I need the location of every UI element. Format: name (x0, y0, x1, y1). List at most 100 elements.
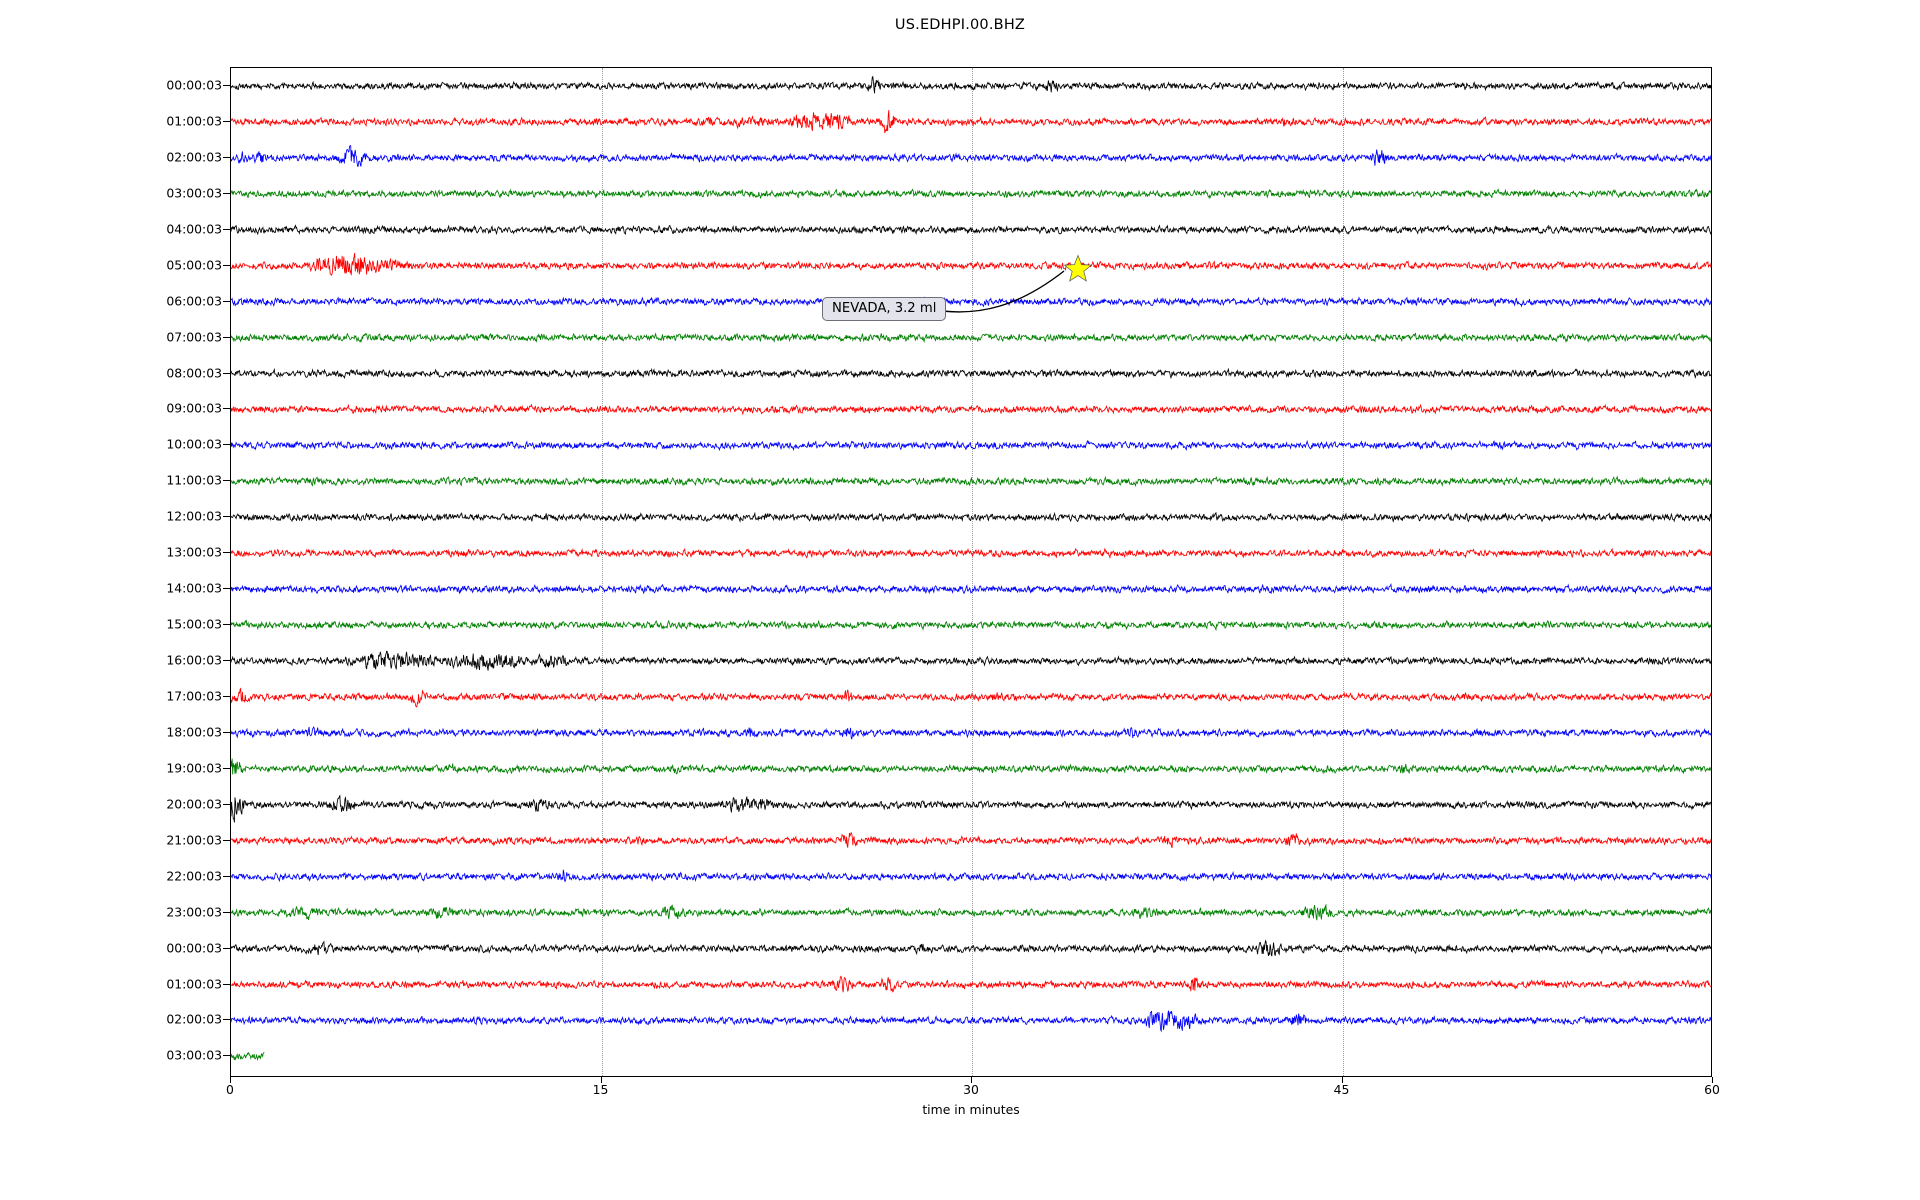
trace-20 (231, 794, 1711, 823)
trace-12 (231, 511, 1711, 523)
trace-23 (231, 903, 1711, 921)
y-tick-label: 11:00:03 (166, 472, 222, 488)
trace-13 (231, 547, 1711, 560)
x-tick-label: 60 (1704, 1082, 1720, 1097)
y-tick-mark (223, 624, 230, 626)
y-tick-label: 02:00:03 (166, 149, 222, 165)
y-tick-mark (223, 983, 230, 985)
y-tick-mark (223, 947, 230, 949)
trace-22 (231, 869, 1711, 883)
y-tick-label: 09:00:03 (166, 400, 222, 416)
trace-15 (231, 619, 1711, 632)
y-tick-mark (223, 264, 230, 266)
trace-3 (231, 188, 1711, 200)
y-tick-label: 01:00:03 (166, 113, 222, 129)
y-tick-label: 16:00:03 (166, 652, 222, 668)
y-tick-label: 02:00:03 (166, 1011, 222, 1027)
event-annotation-label[interactable]: NEVADA, 3.2 ml (822, 297, 947, 322)
trace-5 (231, 252, 1711, 277)
y-tick-label: 07:00:03 (166, 329, 222, 345)
trace-8 (231, 367, 1711, 380)
trace-26 (231, 1010, 1711, 1033)
y-tick-label: 22:00:03 (166, 868, 222, 884)
trace-7 (231, 332, 1711, 344)
trace-2 (231, 145, 1711, 167)
y-tick-mark (223, 480, 230, 482)
y-tick-label: 04:00:03 (166, 221, 222, 237)
x-tick-label: 15 (592, 1082, 609, 1097)
y-tick-label: 20:00:03 (166, 796, 222, 812)
y-tick-mark (223, 731, 230, 733)
trace-16 (231, 650, 1711, 671)
x-tick-mark (230, 1077, 231, 1083)
x-tick-label: 30 (963, 1082, 979, 1097)
x-tick-mark (600, 1077, 602, 1083)
y-tick-mark (223, 228, 230, 230)
x-axis-label: time in minutes (922, 1102, 1020, 1117)
trace-27 (231, 1051, 265, 1061)
trace-1 (231, 110, 1711, 134)
trace-21 (231, 831, 1711, 849)
y-tick-label: 23:00:03 (166, 904, 222, 920)
y-tick-label: 00:00:03 (166, 77, 222, 93)
y-tick-label: 06:00:03 (166, 293, 222, 309)
x-tick-mark (1341, 1077, 1343, 1083)
trace-6 (231, 296, 1711, 308)
y-tick-label: 18:00:03 (166, 724, 222, 740)
y-tick-mark (223, 1019, 230, 1021)
y-tick-label: 03:00:03 (166, 1047, 222, 1063)
y-tick-label: 14:00:03 (166, 580, 222, 596)
y-tick-mark (223, 516, 230, 518)
y-tick-mark (223, 803, 230, 805)
y-tick-label: 17:00:03 (166, 688, 222, 704)
plot-area (230, 67, 1712, 1077)
y-tick-label: 01:00:03 (166, 976, 222, 992)
y-tick-mark (223, 660, 230, 662)
trace-11 (231, 475, 1711, 487)
x-tick-mark (1712, 1077, 1713, 1083)
trace-10 (231, 439, 1711, 452)
y-tick-label: 15:00:03 (166, 616, 222, 632)
y-tick-label: 12:00:03 (166, 508, 222, 524)
y-tick-mark (223, 408, 230, 410)
y-tick-mark (223, 444, 230, 446)
seismic-traces (231, 75, 1711, 1061)
y-tick-mark (223, 767, 230, 769)
trace-17 (231, 687, 1711, 708)
y-tick-label: 08:00:03 (166, 365, 222, 381)
y-tick-label: 10:00:03 (166, 436, 222, 452)
trace-9 (231, 403, 1711, 416)
y-tick-mark (223, 120, 230, 122)
y-tick-mark (223, 696, 230, 697)
x-tick-label: 45 (1333, 1082, 1350, 1097)
trace-4 (231, 224, 1711, 236)
y-tick-mark (223, 875, 230, 877)
y-tick-label: 05:00:03 (166, 257, 222, 273)
y-tick-mark (223, 336, 230, 338)
y-tick-label: 21:00:03 (166, 832, 222, 848)
trace-24 (231, 939, 1711, 957)
y-tick-mark (223, 192, 230, 194)
page-title: US.EDHPI.00.BHZ (894, 17, 1026, 33)
y-tick-label: 13:00:03 (166, 544, 222, 560)
y-tick-label: 03:00:03 (166, 185, 222, 201)
y-tick-mark (223, 300, 230, 302)
trace-19 (231, 758, 1711, 775)
y-tick-mark (223, 552, 230, 554)
y-tick-mark (223, 588, 230, 590)
y-tick-label: 00:00:03 (166, 940, 222, 956)
y-tick-mark (223, 84, 230, 86)
y-tick-mark (223, 372, 230, 374)
trace-0 (231, 75, 1711, 94)
y-tick-label: 19:00:03 (166, 760, 222, 776)
y-tick-mark (223, 839, 230, 841)
y-tick-mark (223, 1055, 230, 1057)
x-tick-label: 0 (226, 1082, 234, 1097)
x-tick-mark (971, 1077, 972, 1083)
trace-14 (231, 582, 1711, 595)
trace-18 (231, 726, 1711, 740)
y-tick-mark (223, 156, 230, 158)
trace-25 (231, 975, 1711, 993)
y-tick-mark (223, 911, 230, 913)
